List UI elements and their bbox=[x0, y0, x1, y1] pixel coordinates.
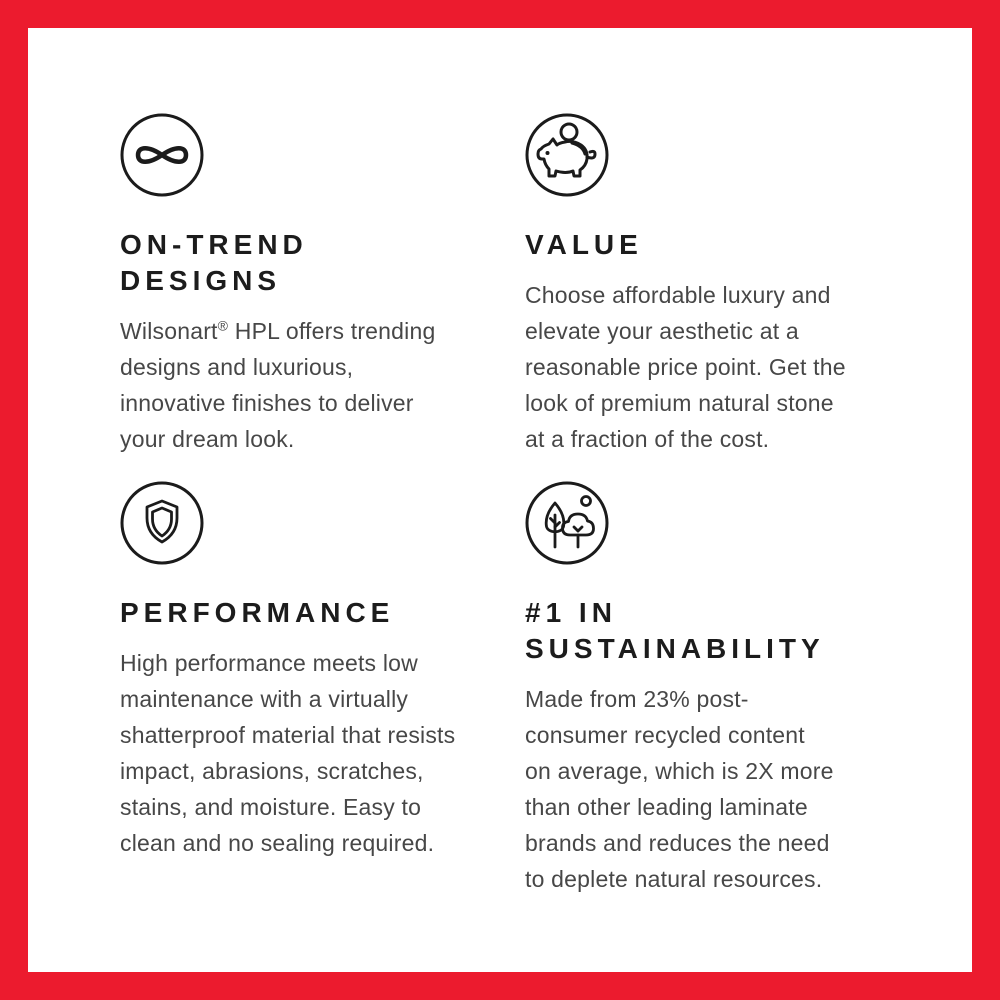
feature-title: PERFORMANCE bbox=[120, 597, 395, 628]
feature-body: Wilsonart® HPL offers trending designs a… bbox=[120, 313, 500, 457]
infinity-icon bbox=[120, 113, 204, 197]
feature-body-text: HPL offers trending designs and luxuriou… bbox=[120, 318, 436, 452]
benefits-grid: ON-TREND DESIGNS Wilsonart® HPL offers t… bbox=[28, 28, 972, 897]
feature-title: VALUE bbox=[525, 229, 643, 260]
feature-body: Choose affordable luxury and elevate you… bbox=[525, 282, 846, 452]
shield-icon bbox=[120, 481, 204, 565]
registered-trademark-symbol: ® bbox=[217, 317, 229, 334]
feature-sustainability: #1 IN SUSTAINABILITY Made from 23% post-… bbox=[525, 481, 942, 897]
feature-on-trend-designs: ON-TREND DESIGNS Wilsonart® HPL offers t… bbox=[120, 113, 525, 481]
feature-title: ON-TREND DESIGNS bbox=[120, 229, 308, 296]
nature-icon bbox=[525, 481, 609, 565]
piggy-bank-icon bbox=[525, 113, 609, 197]
feature-value: VALUE Choose affordable luxury and eleva… bbox=[525, 113, 942, 481]
feature-body: High performance meets low maintenance w… bbox=[120, 650, 456, 856]
feature-performance: PERFORMANCE High performance meets low m… bbox=[120, 481, 525, 897]
brand-name: Wilsonart bbox=[120, 318, 218, 344]
feature-body: Made from 23% post- consumer recycled co… bbox=[525, 686, 834, 892]
feature-title: #1 IN SUSTAINABILITY bbox=[525, 597, 825, 664]
